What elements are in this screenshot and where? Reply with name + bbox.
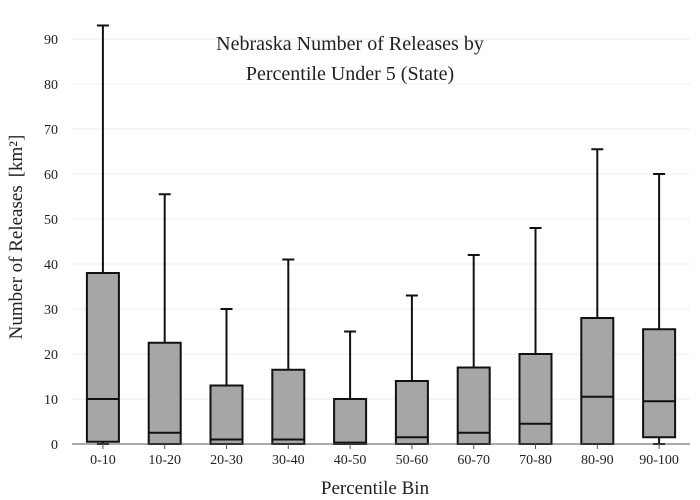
y-tick-label: 40 (44, 258, 58, 273)
y-tick-label: 70 (44, 123, 58, 138)
x-tick-label: 60-70 (457, 453, 490, 468)
x-tick-label: 40-50 (334, 453, 367, 468)
box-iqr (147, 341, 182, 445)
x-tick-label: 70-80 (519, 453, 552, 468)
box-iqr (209, 384, 244, 445)
x-tick-label: 50-60 (396, 453, 429, 468)
x-tick-label: 30-40 (272, 453, 305, 468)
x-tick-label: 90-100 (639, 453, 679, 468)
box-iqr (580, 317, 615, 445)
box-iqr (518, 353, 553, 445)
box-iqr (85, 272, 120, 443)
x-axis-label: Percentile Bin (321, 478, 430, 499)
box-series (85, 24, 677, 445)
chart-title-line-1: Nebraska Number of Releases by (216, 33, 484, 55)
y-tick-label: 30 (44, 303, 58, 318)
x-tick-label: 10-20 (148, 453, 181, 468)
x-tick-label: 20-30 (210, 453, 243, 468)
box-iqr (394, 380, 429, 445)
chart-title-line-2: Percentile Under 5 (State) (246, 63, 454, 85)
y-tick-label: 10 (44, 393, 58, 408)
y-tick-label: 20 (44, 348, 58, 363)
y-tick-label: 50 (44, 213, 58, 228)
y-axis-label-text: Number of Releases (6, 185, 27, 339)
y-axis-label: Number of Releases [km²] (6, 135, 27, 340)
axes: 0 10 20 30 40 50 60 70 80 90 0-10 10-20 20-30 30-40 40… (44, 33, 690, 468)
y-axis-label-unit: [km²] (6, 135, 27, 178)
y-tick-label: 60 (44, 168, 58, 183)
box-iqr (642, 328, 677, 439)
box-iqr (271, 368, 306, 445)
y-tick-label: 0 (51, 438, 58, 453)
x-tick-label: 0-10 (90, 453, 116, 468)
x-tick-label: 80-90 (581, 453, 614, 468)
box-iqr (333, 398, 368, 445)
box-iqr (456, 366, 491, 445)
y-tick-label: 90 (44, 33, 58, 48)
y-tick-label: 80 (44, 78, 58, 93)
